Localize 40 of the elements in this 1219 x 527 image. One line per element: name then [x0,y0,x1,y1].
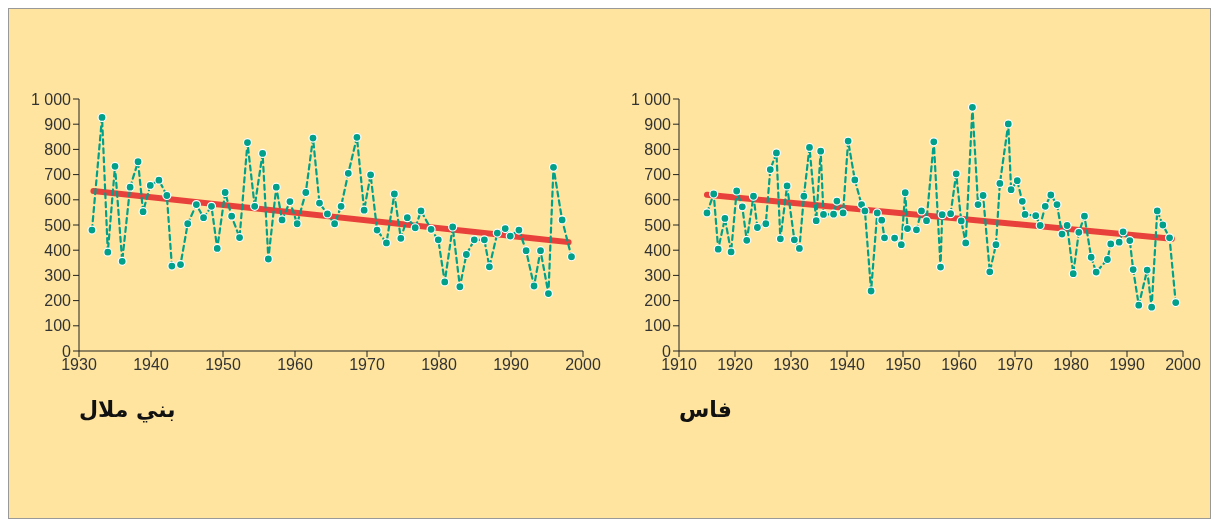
text: بني ملال [79,397,177,422]
x-tick-label: 1990 [493,356,529,374]
x-tick-label: 1950 [205,356,241,374]
x-tick-label: 1920 [717,356,753,374]
y-tick-label: 100 [644,317,672,335]
y-tick-label: 500 [44,216,72,234]
x-tick-label: 1940 [829,356,865,374]
y-tick-label: 600 [644,191,672,209]
x-tick-label: 1910 [661,356,697,374]
x-tick-label: 2000 [1165,356,1201,374]
y-tick-label: 200 [44,292,72,310]
text: فاس [679,397,734,422]
x-tick-label: 1970 [997,356,1033,374]
x-tick-label: 1980 [1053,356,1089,374]
y-tick-label: 400 [644,241,672,259]
x-tick-label: 1980 [421,356,457,374]
y-tick-label: 300 [44,267,72,285]
y-tick-label: 700 [44,166,72,184]
x-tick-label: 1990 [1109,356,1145,374]
x-tick-label: 1930 [61,356,97,374]
x-tick-label: 1950 [885,356,921,374]
y-tick-label: 700 [644,166,672,184]
y-tick-label: 800 [644,141,672,159]
y-tick-label: 500 [644,216,672,234]
y-tick-label: 600 [44,191,72,209]
y-tick-label: 100 [44,317,72,335]
y-tick-label: 1 000 [30,90,72,108]
x-tick-label: 1960 [277,356,313,374]
x-tick-label: 2000 [565,356,601,374]
y-tick-label: 200 [644,292,672,310]
y-tick-label: 900 [644,115,672,133]
x-tick-label: 1930 [773,356,809,374]
x-tick-label: 1970 [349,356,385,374]
y-tick-label: 400 [44,241,72,259]
x-tick-label: 1960 [941,356,977,374]
y-tick-label: 1 000 [630,90,672,108]
x-tick-label: 1940 [133,356,169,374]
y-tick-label: 300 [644,267,672,285]
y-tick-label: 800 [44,141,72,159]
y-tick-label: 900 [44,115,72,133]
